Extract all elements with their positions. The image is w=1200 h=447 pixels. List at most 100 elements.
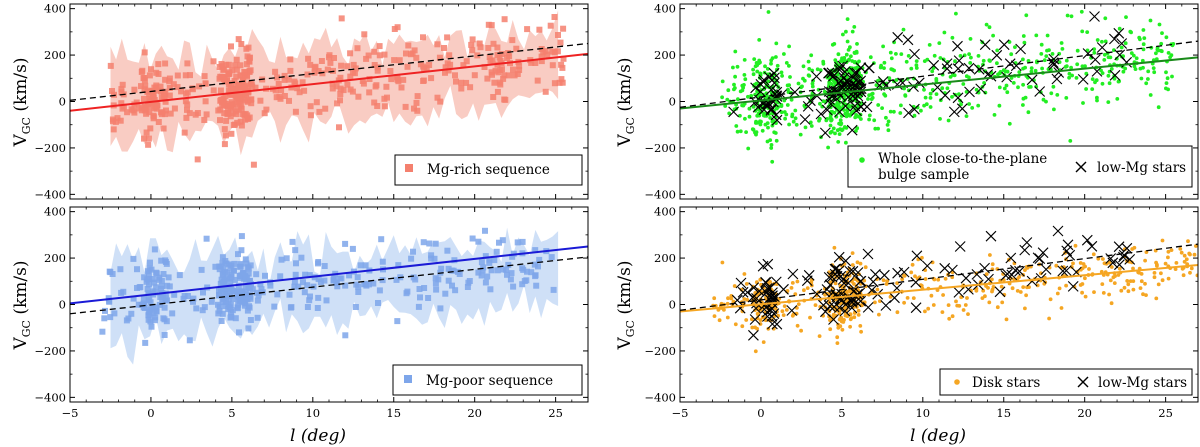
data-point bbox=[131, 86, 138, 93]
data-point bbox=[1109, 33, 1120, 45]
data-point bbox=[333, 279, 340, 286]
data-point bbox=[169, 310, 176, 317]
data-point bbox=[798, 132, 803, 137]
data-point bbox=[428, 75, 435, 82]
data-point bbox=[856, 313, 861, 317]
data-point bbox=[742, 58, 747, 62]
data-point bbox=[544, 51, 551, 58]
x-axis-label-right: l (deg) bbox=[910, 426, 966, 446]
data-point bbox=[1141, 47, 1146, 52]
data-point bbox=[1014, 265, 1025, 277]
data-point bbox=[150, 115, 157, 122]
data-point bbox=[1009, 52, 1014, 57]
data-point bbox=[821, 99, 826, 104]
data-point bbox=[1026, 275, 1038, 287]
data-point bbox=[184, 293, 191, 299]
data-point bbox=[739, 287, 744, 292]
data-point bbox=[365, 281, 372, 288]
data-point bbox=[1085, 30, 1090, 34]
data-point bbox=[1125, 279, 1130, 283]
data-point bbox=[766, 125, 770, 130]
data-point bbox=[1115, 97, 1120, 101]
data-point bbox=[1095, 95, 1099, 100]
data-point bbox=[453, 78, 459, 85]
data-point bbox=[768, 138, 773, 143]
data-point bbox=[217, 106, 224, 113]
data-point bbox=[919, 108, 923, 113]
data-point bbox=[1146, 69, 1151, 74]
data-point bbox=[803, 269, 815, 281]
data-point bbox=[1027, 85, 1031, 89]
data-point bbox=[1095, 38, 1100, 42]
data-point bbox=[808, 120, 813, 125]
data-point bbox=[349, 88, 356, 95]
data-point bbox=[1010, 60, 1022, 72]
data-point bbox=[463, 79, 470, 86]
data-point bbox=[225, 261, 232, 268]
panel-bottom-left: −5 0 5 10 15 20 25 −400 −200 0 200 400 VGC (km/s) l… bbox=[11, 205, 589, 446]
data-point bbox=[902, 86, 906, 91]
data-point bbox=[337, 97, 343, 104]
data-point bbox=[921, 260, 933, 272]
data-point bbox=[431, 255, 438, 262]
data-point bbox=[1188, 270, 1192, 275]
data-point bbox=[846, 124, 858, 136]
data-point bbox=[1087, 267, 1091, 271]
data-point bbox=[342, 282, 349, 289]
data-point bbox=[394, 76, 401, 83]
data-point bbox=[220, 266, 227, 273]
data-point bbox=[954, 299, 958, 304]
data-point bbox=[1113, 274, 1117, 278]
data-point bbox=[1086, 240, 1098, 252]
data-point bbox=[999, 284, 1004, 289]
data-point bbox=[558, 61, 565, 68]
data-point bbox=[870, 268, 881, 280]
data-point bbox=[836, 52, 841, 57]
data-point bbox=[1165, 76, 1170, 81]
y-tick-label: −200 bbox=[644, 344, 676, 358]
data-point bbox=[1021, 82, 1025, 87]
data-point bbox=[244, 73, 250, 80]
data-point bbox=[906, 54, 911, 58]
data-point bbox=[560, 25, 567, 32]
data-point bbox=[146, 109, 153, 116]
data-point bbox=[376, 52, 383, 59]
data-point bbox=[381, 95, 388, 102]
data-point bbox=[202, 98, 209, 105]
data-point bbox=[246, 278, 253, 284]
data-point bbox=[997, 103, 1002, 108]
data-point bbox=[1089, 11, 1100, 22]
data-point bbox=[1004, 317, 1009, 322]
data-point bbox=[957, 304, 962, 308]
data-point bbox=[1160, 278, 1165, 283]
data-point bbox=[788, 75, 792, 79]
data-point bbox=[246, 292, 253, 299]
data-point bbox=[877, 312, 881, 317]
data-point bbox=[882, 92, 886, 96]
data-point bbox=[867, 117, 871, 122]
data-point bbox=[751, 104, 756, 109]
reference-fit-line bbox=[680, 40, 1198, 108]
data-point bbox=[239, 111, 246, 118]
data-point bbox=[1107, 292, 1111, 297]
data-point bbox=[1054, 263, 1059, 268]
data-point bbox=[225, 110, 232, 117]
reference-fit-line bbox=[680, 243, 1198, 311]
data-point bbox=[828, 301, 840, 313]
data-point bbox=[315, 260, 321, 267]
data-point bbox=[445, 277, 452, 284]
data-point bbox=[222, 93, 229, 100]
data-point bbox=[850, 263, 855, 267]
data-point bbox=[744, 130, 748, 135]
data-point bbox=[267, 279, 274, 286]
data-point bbox=[201, 117, 208, 123]
data-point bbox=[344, 81, 351, 88]
data-point bbox=[959, 102, 963, 107]
data-point bbox=[953, 59, 957, 64]
data-point bbox=[761, 283, 773, 294]
data-point bbox=[731, 65, 735, 70]
data-point bbox=[181, 293, 188, 299]
data-point bbox=[547, 22, 554, 29]
data-point bbox=[752, 101, 764, 113]
